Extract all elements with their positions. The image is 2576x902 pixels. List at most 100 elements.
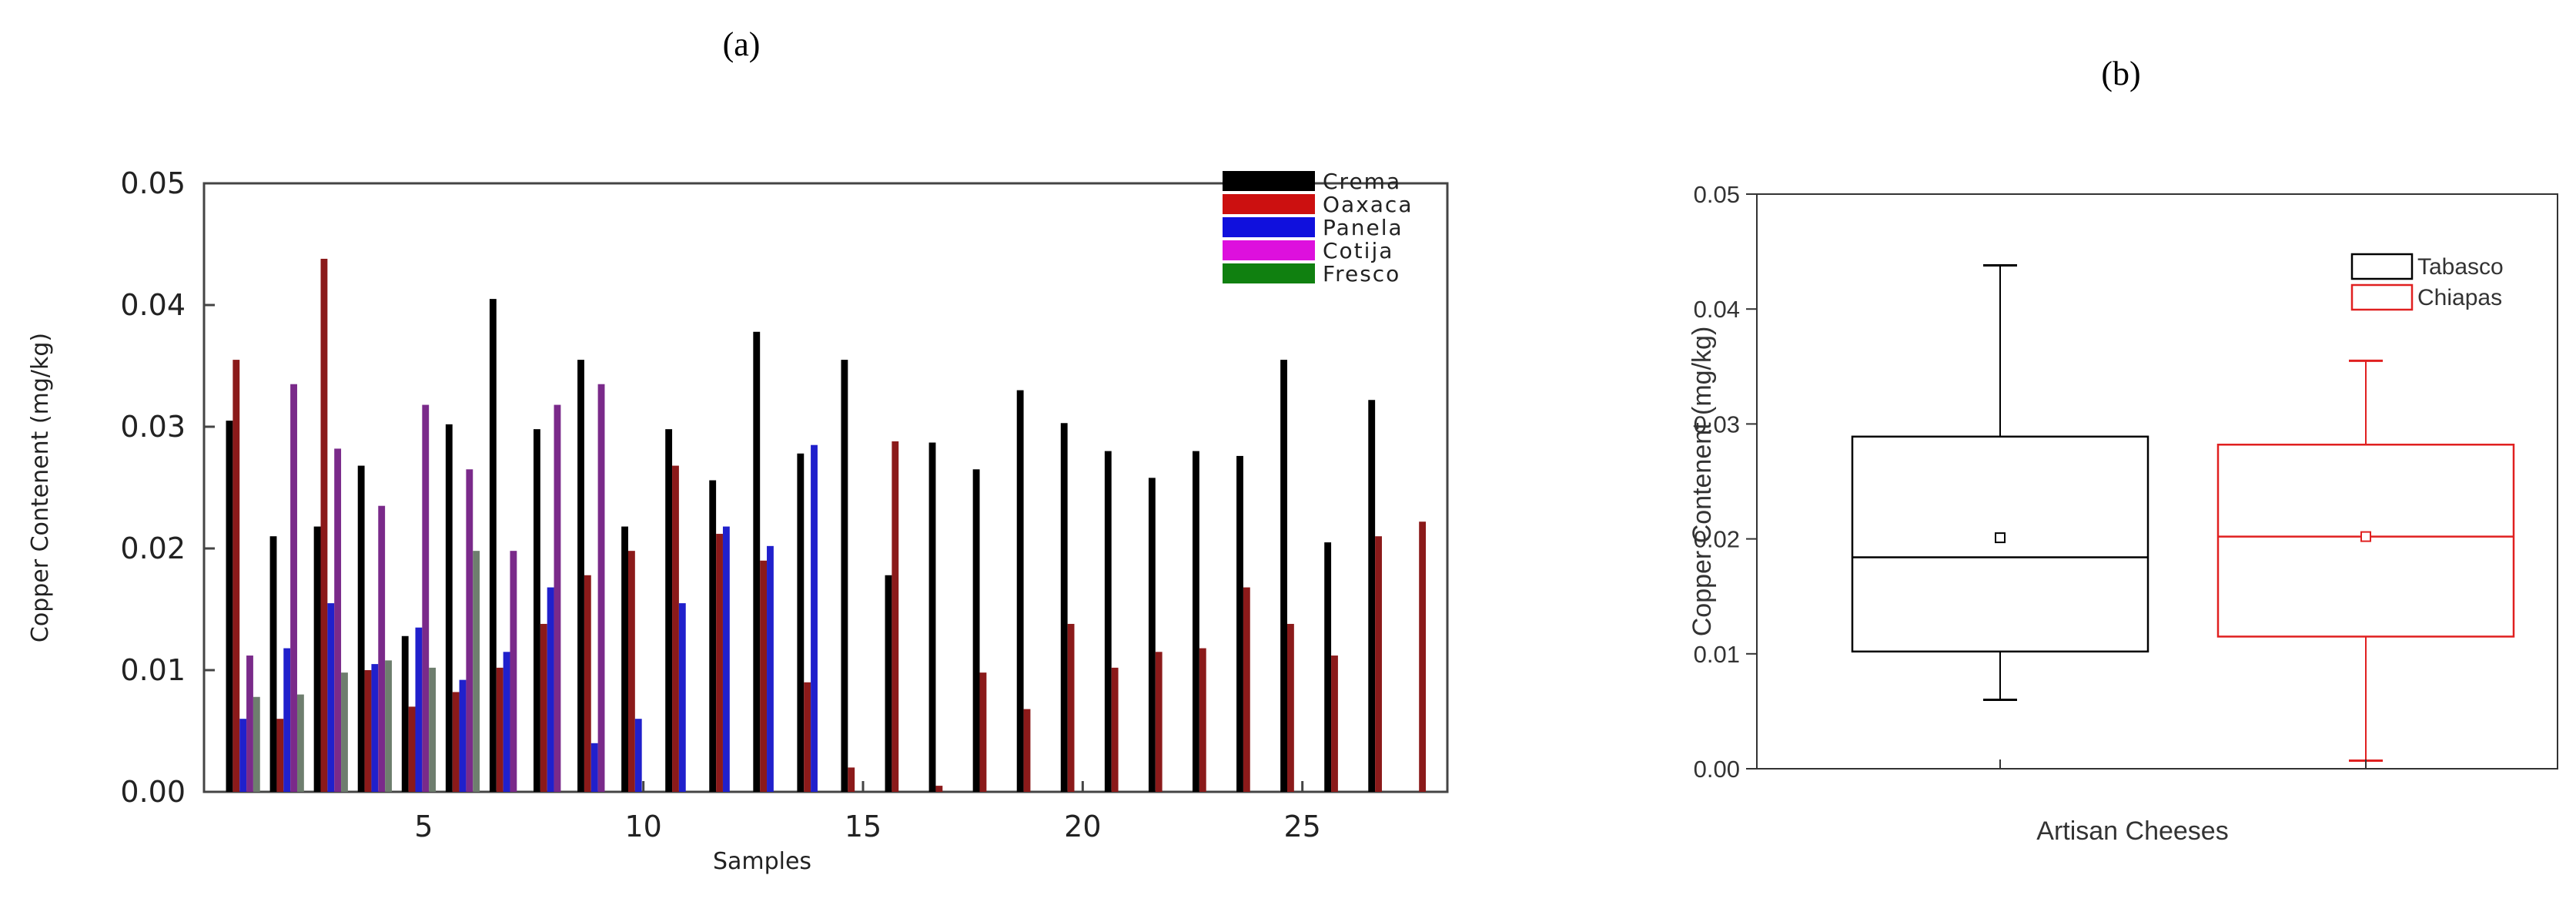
bar-oaxaca [452,692,460,792]
mean-marker-chiapas [2360,531,2371,542]
y-tick-label-a: 0.01 [120,653,186,687]
y-axis-title-b: Copper Contenent (mg/kg) [1688,327,1717,637]
chart-a: (a) 0.00 0.01 0.02 0.03 0.04 0.05 5 10 15 20 25 S… [27,25,1449,875]
bar-oaxaca [320,258,328,793]
legend-label-cotija: Cotija [1323,238,1393,263]
bar-crema [972,469,980,792]
x-axis-title-a: Samples [713,848,811,875]
bar-cotija [422,404,430,792]
bar-fresco [429,667,437,792]
x-axis-a: 5 10 15 20 25 [414,781,1321,843]
bar-oaxaca [1067,623,1075,792]
bar-oaxaca [760,560,768,792]
legend-swatch-fresco [1223,263,1315,283]
bar-crema [489,299,497,793]
plot-frame-a [202,182,1449,793]
bar-crema [226,421,233,792]
bar-panela [547,587,554,792]
x-tick-label-a: 20 [1064,810,1101,843]
bar-crema [1148,478,1156,792]
legend-swatch-tabasco [2350,253,2414,280]
bar-panela [239,719,247,792]
y-tick-label-a: 0.00 [120,775,186,809]
y-tick-label-a: 0.05 [120,166,186,200]
legend-label-fresco: Fresco [1323,261,1400,287]
legend-label-oaxaca: Oaxaca [1323,192,1413,217]
bar-crema [577,360,584,793]
boxes-b [1851,264,2515,769]
bar-oaxaca [892,441,899,792]
bar-cotija [246,656,253,792]
bar-cotija [466,469,473,792]
bar-oaxaca [584,575,591,792]
legend-swatch-oaxaca [1223,194,1315,214]
bar-crema [1016,390,1024,793]
bar-oaxaca [1375,536,1382,792]
y-tick-label-b: 0.01 [1694,641,1740,668]
bar-crema [753,331,761,792]
legend-label-panela: Panela [1323,215,1403,240]
bar-panela [590,743,598,792]
bar-fresco [253,696,260,792]
y-axis-b: 0.00 0.01 0.02 0.03 0.04 0.05 [1694,181,1757,783]
y-axis-title-a: Copper Contenent (mg/kg) [27,333,54,642]
bar-crema [269,536,277,792]
y-tick-label-b: 0.02 [1694,526,1740,553]
chart-b: (b) 0.00 0.01 0.02 0.03 0.04 0.05 Artisan Che… [1688,55,2558,846]
legend-label-crema: Crema [1323,169,1401,194]
box-chiapas [2216,444,2515,638]
bar-crema [1236,455,1243,792]
legend-b: Tabasco Chiapas [2350,253,2504,311]
bar-oaxaca [364,670,372,792]
bar-oaxaca [979,672,987,792]
y-tick-label-a: 0.04 [120,288,186,322]
bar-oaxaca [804,682,811,792]
box-tabasco [1851,435,2149,653]
y-tick-label-a: 0.03 [120,410,186,444]
legend-swatch-crema [1223,171,1315,191]
bars-a [226,258,1427,793]
bar-cotija [290,384,297,792]
bar-crema [665,429,673,792]
bar-oaxaca [496,667,503,792]
bar-cotija [597,384,605,792]
panel-label-a: (a) [723,25,761,63]
bar-oaxaca [276,719,284,792]
bar-crema [357,465,365,792]
bar-oaxaca [233,360,240,793]
bar-panela [634,719,642,792]
bar-oaxaca [1111,667,1119,792]
bar-crema [1368,400,1376,792]
bar-oaxaca [408,706,416,792]
bar-panela [283,648,291,792]
bar-crema [534,429,540,792]
bar-cotija [554,404,561,792]
bar-panela [327,603,335,792]
bar-oaxaca [935,786,943,792]
bar-oaxaca [1199,648,1206,792]
mean-marker-tabasco [1995,532,2006,544]
bar-panela [503,652,510,792]
bar-crema [709,480,717,792]
bar-oaxaca [1419,521,1427,792]
y-tick-label-b: 0.05 [1694,181,1740,208]
bar-crema [885,575,892,792]
bar-oaxaca [672,465,679,792]
bar-oaxaca [627,551,635,792]
y-axis-a: 0.00 0.01 0.02 0.03 0.04 0.05 [120,166,215,809]
y-tick-label-b: 0.04 [1694,296,1740,323]
bar-panela [459,679,467,792]
bar-crema [928,442,936,792]
bar-crema [1280,360,1287,793]
bar-fresco [385,660,392,792]
bar-oaxaca [1243,587,1250,792]
y-tick-label-b: 0.00 [1694,756,1740,783]
bar-crema [841,360,848,793]
bar-oaxaca [1331,656,1338,792]
x-tick-label-a: 5 [414,810,433,843]
bar-crema [313,526,321,792]
legend-label-chiapas: Chiapas [2417,285,2502,310]
bar-fresco [341,672,348,792]
